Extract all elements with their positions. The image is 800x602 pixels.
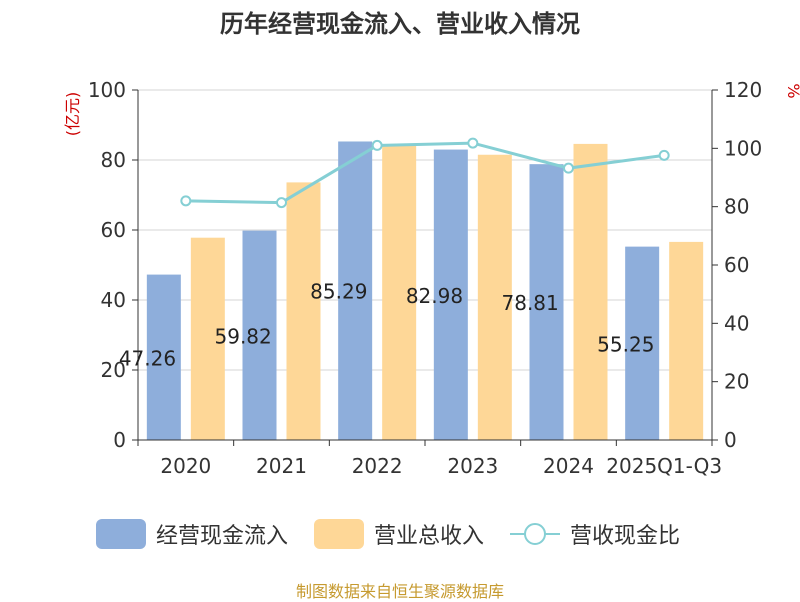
y-right-tick-label: 60 (724, 253, 749, 277)
bar-revenue (669, 241, 704, 440)
x-tick-label: 2021 (256, 454, 307, 478)
y-right-tick-label: 0 (724, 428, 737, 452)
y-left-tick-label: 100 (88, 78, 126, 102)
y-left-tick-label: 60 (101, 218, 126, 242)
bar-cash-inflow (242, 230, 277, 440)
x-tick-label: 2020 (160, 454, 211, 478)
bar-data-label: 82.98 (406, 284, 463, 308)
legend-line-marker-icon (510, 519, 561, 549)
line-point (467, 137, 479, 149)
legend-swatch-cash-inflow (96, 519, 146, 549)
bar-revenue (286, 182, 321, 440)
y-right-tick-label: 80 (724, 195, 749, 219)
y-left-tick-label: 40 (101, 288, 126, 312)
y-right-tick-label: 40 (724, 311, 749, 335)
bar-revenue (573, 143, 608, 440)
bar-cash-inflow (433, 149, 468, 440)
legend-swatch-revenue (314, 519, 365, 549)
line-point (276, 197, 287, 209)
line-point (371, 139, 383, 151)
bar-cash-inflow (146, 274, 181, 440)
legend-label-revenue: 营业总收入 (374, 524, 485, 549)
x-tick-label: 2025Q1-Q3 (606, 454, 722, 478)
y-left-tick-label: 0 (113, 428, 126, 452)
line-point (180, 195, 192, 207)
legend-label-cash-ratio: 营收现金比 (570, 524, 681, 549)
chart-title: 历年经营现金流入、营业收入情况 (220, 10, 580, 38)
y-left-tick-label: 80 (101, 148, 126, 172)
bar-data-label: 78.81 (502, 291, 559, 315)
y-left-tick-label: 20 (101, 358, 126, 382)
x-tick-label: 2024 (543, 454, 594, 478)
bar-data-label: 59.82 (215, 324, 272, 348)
y-axis-left-unit: (亿元) (63, 92, 82, 137)
legend-item-revenue[interactable]: 营业总收入 (314, 518, 484, 550)
bar-revenue (382, 144, 417, 440)
bar-cash-inflow (529, 164, 564, 441)
line-cash-ratio (185, 141, 665, 205)
y-axis-right-unit: % (784, 83, 800, 98)
x-tick-label: 2022 (352, 454, 403, 478)
y-right-tick-label: 100 (724, 136, 762, 160)
source-note: 制图数据来自恒生聚源数据库 (295, 582, 504, 601)
bar-data-label: 47.26 (119, 346, 176, 370)
x-tick-label: 2023 (447, 454, 498, 478)
bar-revenue (190, 237, 225, 440)
bar-revenue (477, 154, 512, 440)
legend-item-cash-inflow[interactable]: 经营现金流入 (96, 518, 288, 550)
legend-item-cash-ratio[interactable]: 营收现金比 (510, 518, 680, 550)
line-point (658, 149, 670, 161)
y-right-tick-label: 20 (724, 370, 749, 394)
legend: 经营现金流入 营业总收入 营收现金比 (96, 516, 706, 552)
line-point (563, 162, 574, 174)
bar-cash-inflow (625, 246, 660, 440)
bar-cash-inflow (338, 141, 373, 441)
y-right-tick-label: 120 (724, 78, 762, 102)
legend-label-cash-inflow: 经营现金流入 (156, 524, 289, 549)
bar-data-label: 55.25 (597, 332, 654, 356)
bar-data-label: 85.29 (310, 280, 367, 304)
